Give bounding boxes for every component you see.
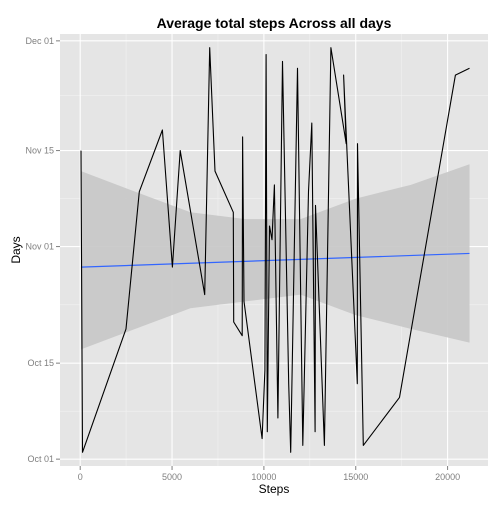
y-axis-ticks: Oct 01 Oct 15 Nov 01 Nov 15 Dec 01 <box>25 36 60 464</box>
y-tick-label: Oct 01 <box>27 454 54 464</box>
y-tick-label: Oct 15 <box>27 358 54 368</box>
x-tick-label: 20000 <box>435 472 460 482</box>
y-axis-title: Days <box>9 236 23 263</box>
x-tick-label: 10000 <box>251 472 276 482</box>
x-axis-title: Steps <box>259 482 290 496</box>
steps-series-line <box>80 47 470 453</box>
y-tick-label: Dec 01 <box>25 36 54 46</box>
x-axis-ticks: 0 5000 10000 15000 20000 <box>78 466 460 482</box>
y-tick-label: Nov 15 <box>25 146 54 156</box>
chart-title: Average total steps Across all days <box>157 15 392 31</box>
y-tick-label: Nov 01 <box>25 242 54 252</box>
x-tick-label: 0 <box>78 472 83 482</box>
steps-line-layer <box>80 47 470 453</box>
x-tick-label: 5000 <box>162 472 182 482</box>
x-tick-label: 15000 <box>343 472 368 482</box>
